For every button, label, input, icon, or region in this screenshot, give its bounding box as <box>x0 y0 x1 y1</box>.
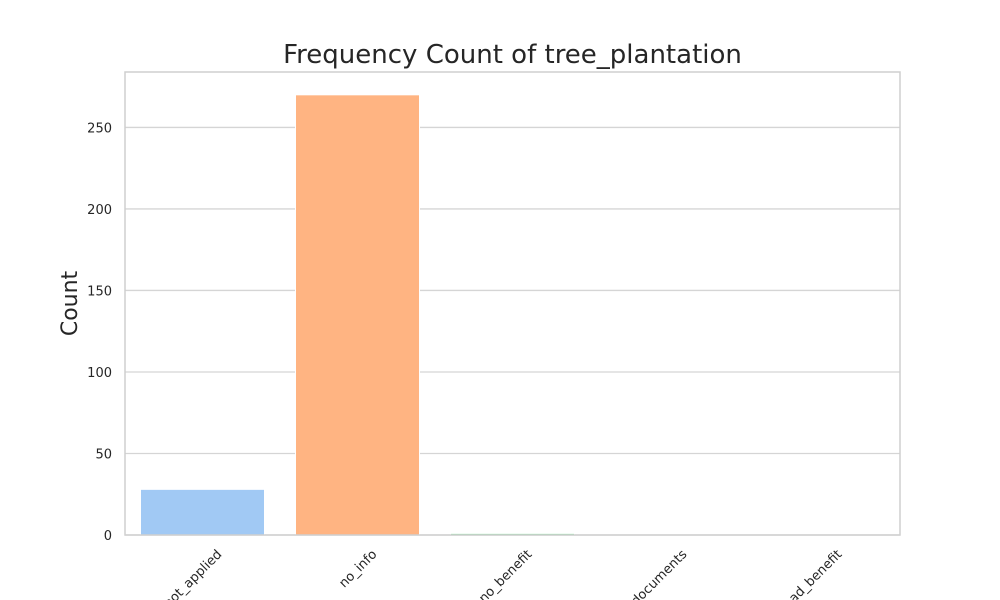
x-tick-label: documents <box>629 547 691 600</box>
bar-not_applied <box>140 488 265 536</box>
chart-title: Frequency Count of tree_plantation <box>283 40 742 70</box>
y-tick-label: 250 <box>87 121 112 136</box>
y-tick-label: 200 <box>87 203 112 218</box>
bar-no_info <box>295 94 420 536</box>
y-tick-labels: 0 50 100 150 200 250 <box>87 121 112 544</box>
y-axis-label: Count <box>58 270 83 336</box>
x-tick-label: no_benefit <box>476 547 535 600</box>
x-tick-labels: not_applied no_info no_benefit documents had… <box>161 547 845 600</box>
y-tick-label: 150 <box>87 284 112 299</box>
y-tick-label: 100 <box>87 366 112 381</box>
x-tick-label: no_info <box>336 547 380 591</box>
y-tick-label: 0 <box>104 529 112 544</box>
plot-frame <box>124 71 901 536</box>
y-tick-label: 50 <box>95 447 112 462</box>
bars <box>140 94 575 536</box>
x-tick-label: had_benefit <box>780 547 845 600</box>
x-tick-label: not_applied <box>161 547 225 600</box>
gridlines <box>125 126 900 536</box>
